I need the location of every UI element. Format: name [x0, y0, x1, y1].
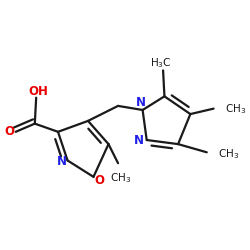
Text: H$_3$C: H$_3$C: [150, 57, 171, 70]
Text: OH: OH: [28, 85, 48, 98]
Text: O: O: [94, 174, 104, 187]
Text: O: O: [5, 124, 15, 138]
Text: CH$_3$: CH$_3$: [110, 172, 131, 185]
Text: N: N: [57, 155, 67, 168]
Text: CH$_3$: CH$_3$: [218, 147, 240, 160]
Text: CH$_3$: CH$_3$: [225, 102, 246, 116]
Text: N: N: [136, 96, 146, 110]
Text: N: N: [134, 134, 144, 147]
